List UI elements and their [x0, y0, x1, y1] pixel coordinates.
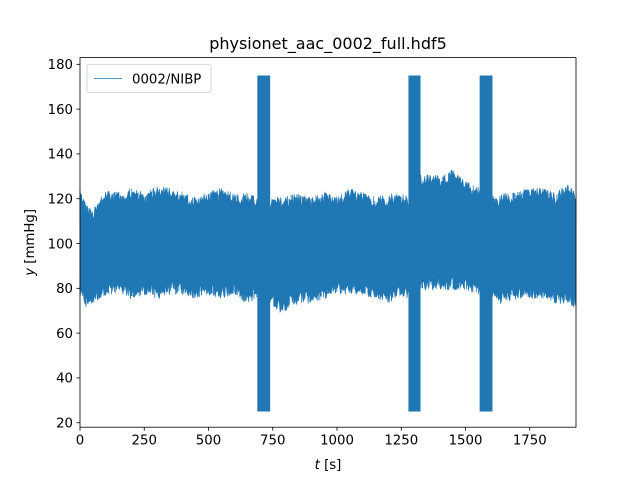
y-tick-label: 100 [48, 237, 73, 252]
y-tick-label: 140 [48, 148, 73, 163]
y-axis-title: y [mmHg] [23, 209, 38, 277]
x-tick-label: 1500 [449, 434, 483, 449]
y-tick-label: 80 [56, 282, 73, 297]
x-tick-label: 750 [260, 434, 285, 449]
legend-label: 0002/NIBP [132, 72, 201, 87]
y-axis: 20 40 60 80 100 120 140 160 180 [48, 58, 80, 432]
x-tick-label: 1000 [320, 434, 354, 449]
series-nibp-spike-2 [408, 75, 421, 412]
legend: 0002/NIBP [86, 64, 212, 93]
y-tick-label: 60 [56, 327, 73, 342]
x-axis: 0 250 500 750 1000 1250 1500 1750 [76, 427, 547, 449]
y-tick-label: 160 [48, 103, 73, 118]
x-tick-label: 1750 [513, 434, 547, 449]
series-nibp-spike-3 [479, 75, 493, 412]
y-tick-label: 120 [48, 193, 73, 208]
y-axis-unit: [mmHg] [23, 209, 38, 268]
y-tick-label: 180 [48, 58, 73, 73]
series-nibp-spike-1 [257, 75, 271, 412]
x-tick-label: 500 [196, 434, 221, 449]
x-tick-label: 250 [132, 434, 157, 449]
y-tick-label: 20 [56, 417, 73, 432]
chart-title: physionet_aac_0002_full.hdf5 [209, 34, 447, 54]
y-axis-variable: y [23, 267, 38, 277]
axes-frame [79, 57, 577, 428]
x-tick-label: 0 [76, 434, 84, 449]
y-tick-label: 40 [56, 372, 73, 387]
x-axis-variable: t [315, 458, 321, 473]
x-axis-title: t [s] [315, 458, 342, 473]
x-tick-label: 1250 [384, 434, 418, 449]
legend-box [86, 64, 212, 93]
series-nibp-line [79, 170, 577, 310]
x-axis-unit: [s] [320, 458, 342, 473]
